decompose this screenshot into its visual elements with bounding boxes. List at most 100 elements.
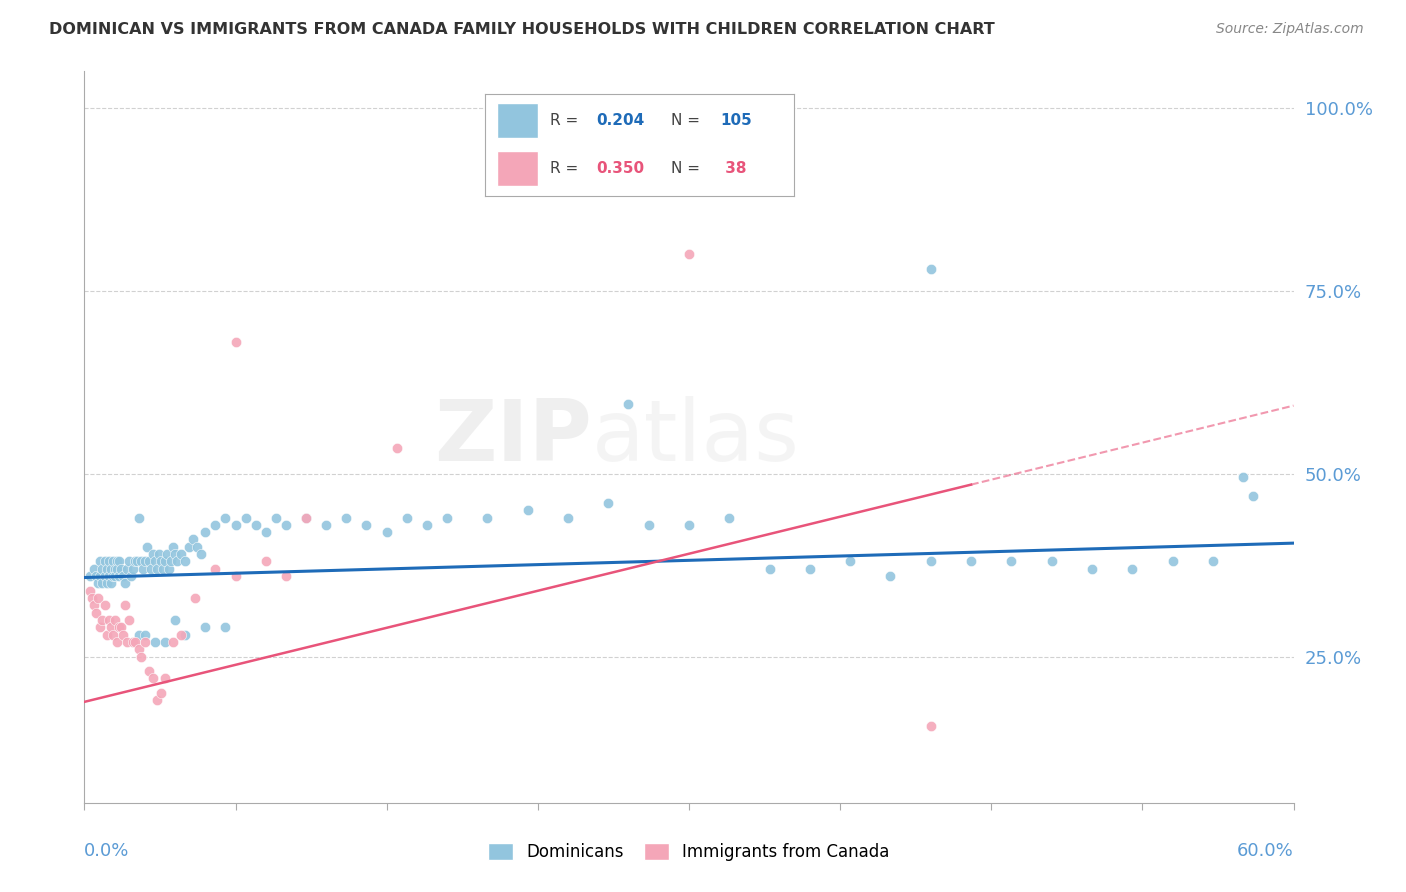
Point [124, 635, 146, 649]
Point [138, 664, 160, 678]
Point [1121, 562, 1143, 576]
Point [335, 510, 357, 524]
Point [184, 591, 207, 605]
Point [146, 693, 169, 707]
Point [516, 503, 538, 517]
Point [254, 554, 277, 568]
Point [83, 562, 105, 576]
Point [174, 627, 197, 641]
Point [149, 686, 172, 700]
Point [186, 540, 208, 554]
Point [105, 554, 128, 568]
Point [110, 620, 132, 634]
Point [135, 540, 157, 554]
Point [170, 547, 193, 561]
Point [105, 635, 128, 649]
Point [129, 649, 152, 664]
Point [156, 547, 179, 561]
Point [225, 569, 247, 583]
Point [149, 554, 172, 568]
FancyBboxPatch shape [498, 151, 537, 186]
FancyBboxPatch shape [498, 103, 537, 137]
Text: N =: N = [671, 112, 704, 128]
Point [128, 627, 150, 641]
Point [758, 562, 780, 576]
Point [225, 334, 247, 349]
Text: 60.0%: 60.0% [1237, 842, 1294, 860]
Point [436, 510, 458, 524]
Point [245, 517, 267, 532]
Point [100, 620, 122, 634]
Point [86, 606, 108, 620]
Point [110, 562, 132, 576]
Point [97, 569, 120, 583]
Point [174, 554, 197, 568]
Point [82, 591, 104, 605]
Point [134, 627, 156, 641]
Point [920, 554, 942, 568]
Point [157, 562, 180, 576]
Point [385, 441, 408, 455]
Point [179, 540, 201, 554]
Point [315, 517, 337, 532]
Text: 0.204: 0.204 [596, 112, 645, 128]
Point [89, 620, 111, 634]
Point [125, 554, 148, 568]
Point [356, 517, 378, 532]
Point [295, 510, 318, 524]
Point [134, 635, 156, 649]
Point [91, 562, 114, 576]
Point [79, 583, 101, 598]
Point [89, 554, 111, 568]
Point [87, 576, 110, 591]
Point [115, 635, 138, 649]
Point [960, 554, 983, 568]
Point [295, 510, 318, 524]
Point [920, 719, 942, 733]
Text: Source: ZipAtlas.com: Source: ZipAtlas.com [1216, 22, 1364, 37]
Point [104, 569, 127, 583]
Text: 38: 38 [720, 161, 747, 176]
Point [375, 525, 398, 540]
Point [91, 613, 114, 627]
Point [114, 576, 136, 591]
Point [214, 510, 236, 524]
Point [93, 599, 115, 613]
Point [839, 554, 862, 568]
Point [115, 562, 138, 576]
Point [143, 635, 166, 649]
Point [194, 525, 217, 540]
Point [148, 547, 170, 561]
Point [121, 562, 143, 576]
Text: atlas: atlas [592, 395, 800, 479]
Point [101, 627, 124, 641]
Point [107, 554, 129, 568]
Point [617, 397, 640, 411]
Point [105, 562, 128, 576]
Point [143, 554, 166, 568]
Point [124, 554, 146, 568]
Point [104, 562, 127, 576]
Point [153, 554, 176, 568]
Point [274, 517, 297, 532]
Point [235, 510, 257, 524]
Point [111, 569, 134, 583]
Point [204, 562, 226, 576]
Point [678, 247, 700, 261]
Point [79, 569, 101, 583]
Point [101, 569, 124, 583]
Point [678, 517, 700, 532]
Point [920, 261, 942, 276]
Point [91, 576, 114, 591]
Point [97, 613, 120, 627]
Point [160, 554, 183, 568]
Point [181, 533, 204, 547]
Point [557, 510, 579, 524]
Point [190, 547, 212, 561]
Point [96, 627, 118, 641]
Point [129, 554, 152, 568]
Point [89, 569, 111, 583]
Legend: Dominicans, Immigrants from Canada: Dominicans, Immigrants from Canada [481, 836, 897, 868]
Point [637, 517, 659, 532]
Point [598, 496, 620, 510]
